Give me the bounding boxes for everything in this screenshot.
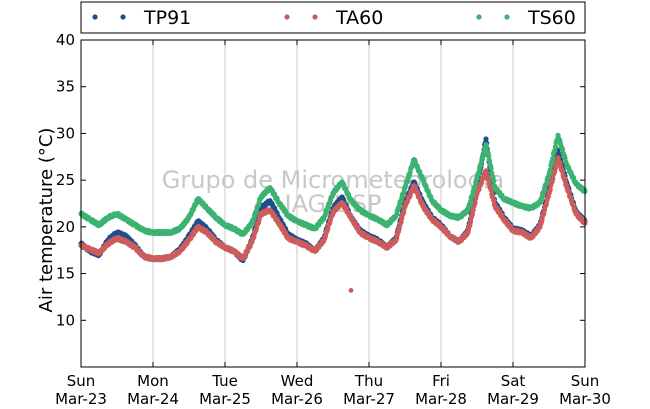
data-series — [78, 132, 588, 293]
y-tick-label: 40 — [56, 31, 75, 49]
plot-frame — [80, 39, 586, 368]
legend-box — [80, 1, 586, 34]
legend: TP91 TA60 TS60 — [80, 1, 586, 34]
data-point — [543, 201, 550, 207]
data-point — [472, 183, 478, 189]
legend-marker — [92, 14, 98, 20]
x-tick-label-day: Sun — [571, 372, 600, 390]
data-point — [547, 186, 553, 192]
data-point — [539, 217, 545, 223]
data-point — [486, 157, 492, 163]
x-tick-label-date: Mar-27 — [343, 390, 395, 408]
x-axis-ticks: SunMar-23MonMar-24TueMar-25WedMar-26ThuM… — [55, 40, 611, 408]
legend-marker — [312, 14, 318, 20]
data-point — [476, 169, 482, 175]
data-point — [550, 176, 556, 182]
data-point — [552, 144, 559, 150]
x-tick-label-day: Tue — [211, 372, 238, 390]
data-point — [470, 207, 476, 213]
legend-label: TS60 — [527, 7, 576, 29]
x-tick-label-day: Sun — [67, 372, 96, 390]
data-point — [467, 198, 474, 205]
y-tick-label: 30 — [56, 124, 75, 142]
data-point — [401, 209, 407, 215]
data-point — [394, 235, 400, 242]
y-tick-label: 20 — [56, 218, 75, 236]
data-point — [485, 153, 492, 159]
data-point — [483, 136, 489, 142]
y-axis-ticks: 10 15 20 25 30 35 40 — [56, 31, 585, 329]
x-tick-label-day: Mon — [137, 372, 169, 390]
series-ts60 — [78, 132, 588, 237]
x-tick-label-date: Mar-26 — [271, 390, 323, 408]
x-tick-label-day: Thu — [354, 372, 383, 390]
data-point — [472, 200, 478, 206]
data-point — [488, 187, 494, 193]
y-tick-label: 35 — [56, 78, 75, 96]
x-tick-label-date: Mar-29 — [487, 390, 539, 408]
data-point — [484, 144, 490, 150]
legend-marker — [504, 14, 510, 20]
data-point — [478, 159, 485, 165]
series-ta60 — [78, 155, 588, 293]
data-point — [491, 198, 497, 204]
x-tick-label-date: Mar-25 — [199, 390, 251, 408]
data-point-outlier — [348, 287, 354, 293]
x-tick-label-day: Wed — [281, 372, 314, 390]
data-point — [488, 165, 494, 171]
data-point — [550, 155, 556, 161]
legend-marker — [476, 14, 482, 20]
x-tick-label-day: Fri — [432, 372, 450, 390]
x-tick-label-date: Mar-24 — [127, 390, 179, 408]
data-point — [467, 219, 474, 225]
legend-marker — [284, 14, 290, 20]
data-point — [396, 225, 402, 232]
data-point — [469, 211, 476, 217]
x-tick-label-date: Mar-30 — [559, 390, 611, 408]
legend-label: TA60 — [335, 7, 383, 29]
y-tick-label: 15 — [56, 265, 75, 283]
data-point — [484, 170, 490, 176]
y-axis-label: Air temperature (°C) — [36, 128, 57, 313]
legend-label: TP91 — [143, 7, 191, 29]
data-point — [547, 167, 553, 173]
y-tick-label: 10 — [56, 311, 75, 329]
x-tick-label-date: Mar-28 — [415, 390, 467, 408]
y-tick-label: 25 — [56, 171, 75, 189]
data-point — [491, 178, 497, 184]
legend-marker — [120, 14, 126, 20]
x-tick-label-date: Mar-23 — [55, 390, 107, 408]
x-tick-label-day: Sat — [501, 372, 526, 390]
